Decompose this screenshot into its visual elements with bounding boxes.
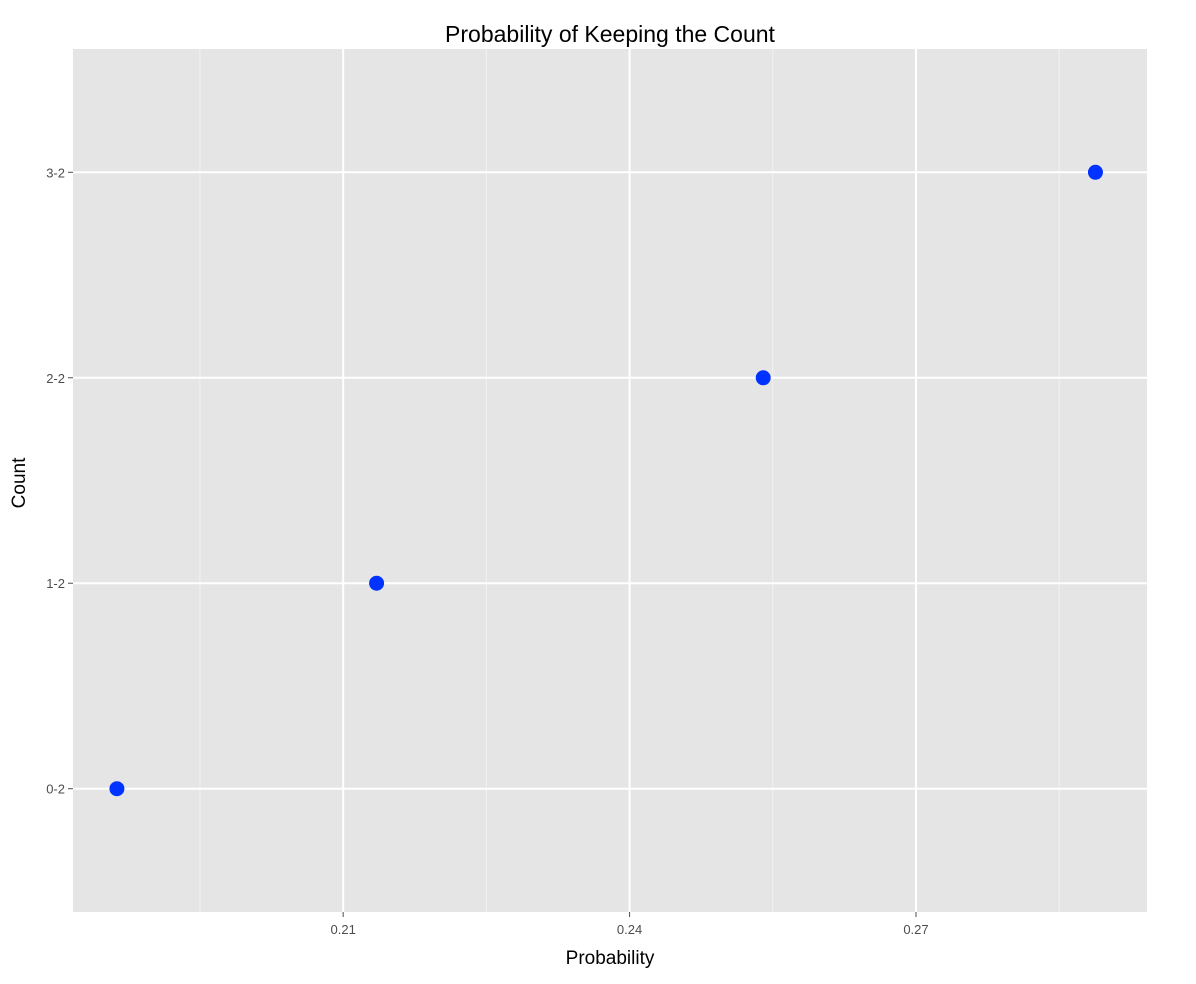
y-tick-label-2: 2-2 [46,371,65,386]
y-axis-title: Count [9,457,30,508]
data-point-2-2 [755,370,771,386]
data-point-3-2 [1087,164,1103,180]
x-axis-title: Probability [566,948,655,969]
plot-panel [73,49,1147,912]
x-tick-label-0: 0.21 [331,922,356,937]
data-points [109,164,1103,797]
y-tick-label-3: 3-2 [46,165,65,180]
y-tick-label-1: 1-2 [46,576,65,591]
x-tick-label-2: 0.27 [903,922,928,937]
minor-gridlines [199,49,1060,912]
data-point-0-2 [109,781,125,797]
y-axis-ticks: 0-2 1-2 2-2 3-2 [46,165,73,797]
major-gridlines [73,49,1147,912]
x-tick-label-1: 0.24 [617,922,642,937]
chart-title: Probability of Keeping the Count [445,21,775,47]
data-point-1-2 [369,575,385,591]
y-tick-label-0: 0-2 [46,782,65,797]
x-axis-ticks: 0.21 0.24 0.27 [331,912,929,937]
